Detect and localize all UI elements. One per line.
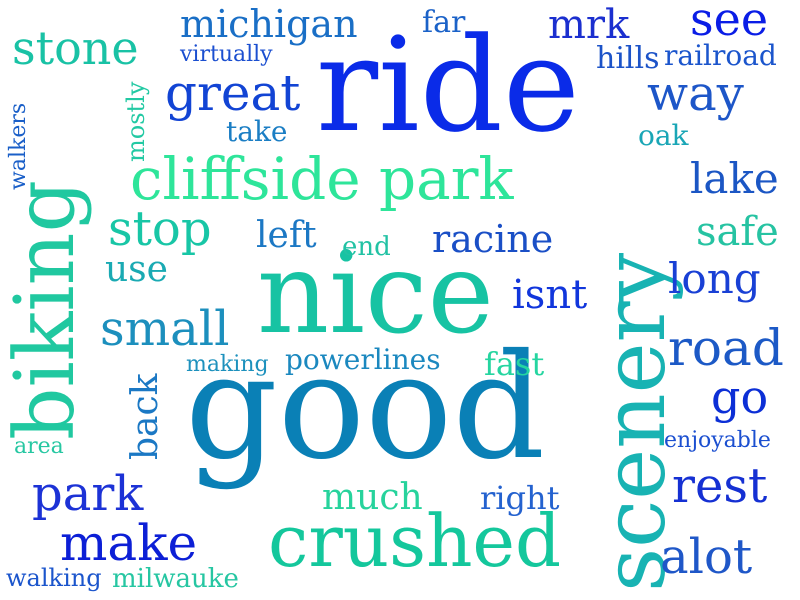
word-road: road <box>668 319 784 377</box>
word-michigan: michigan <box>180 2 358 46</box>
word-way: way <box>647 66 744 122</box>
word-alot: alot <box>660 529 753 585</box>
word-fast: fast <box>484 345 545 383</box>
word-good: good <box>185 323 546 492</box>
word-oak: oak <box>638 119 689 152</box>
word-end: end <box>342 232 391 262</box>
word-milwauke: milwauke <box>112 564 239 594</box>
word-stop: stop <box>108 201 212 257</box>
word-right: right <box>480 479 560 517</box>
word-hills: hills <box>596 41 660 76</box>
word-making: making <box>186 352 269 377</box>
word-crushed: crushed <box>268 499 562 583</box>
word-mostly: mostly <box>122 81 150 162</box>
word-park: park <box>32 466 144 522</box>
word-stone: stone <box>12 21 139 75</box>
word-biking: biking <box>0 180 93 440</box>
word-walking: walking <box>6 564 102 592</box>
word-cliffside-park: cliffside park <box>130 145 514 213</box>
word-long: long <box>668 254 761 303</box>
word-railroad: railroad <box>664 39 777 72</box>
word-lake: lake <box>690 154 779 203</box>
word-racine: racine <box>432 217 554 261</box>
word-rest: rest <box>672 458 768 514</box>
word-much: much <box>322 477 423 518</box>
word-powerlines: powerlines <box>285 343 441 376</box>
word-far: far <box>422 5 466 40</box>
word-back: back <box>125 373 166 460</box>
word-nice: nice <box>257 229 494 359</box>
word-safe: safe <box>696 209 779 255</box>
word-area: area <box>14 434 64 459</box>
word-see: see <box>690 0 769 46</box>
word-ride: ride <box>316 9 580 161</box>
word-isnt: isnt <box>512 272 588 318</box>
word-virtually: virtually <box>180 42 273 67</box>
word-walkers: walkers <box>6 102 31 190</box>
word-go: go <box>711 370 769 424</box>
word-left: left <box>256 215 317 256</box>
word-great: great <box>165 64 301 122</box>
word-make: make <box>60 514 198 572</box>
word-small: small <box>100 301 230 357</box>
word-mrk: mrk <box>548 2 630 48</box>
word-use: use <box>105 249 168 290</box>
word-take: take <box>226 115 288 148</box>
word-enjoyable: enjoyable <box>664 428 771 453</box>
